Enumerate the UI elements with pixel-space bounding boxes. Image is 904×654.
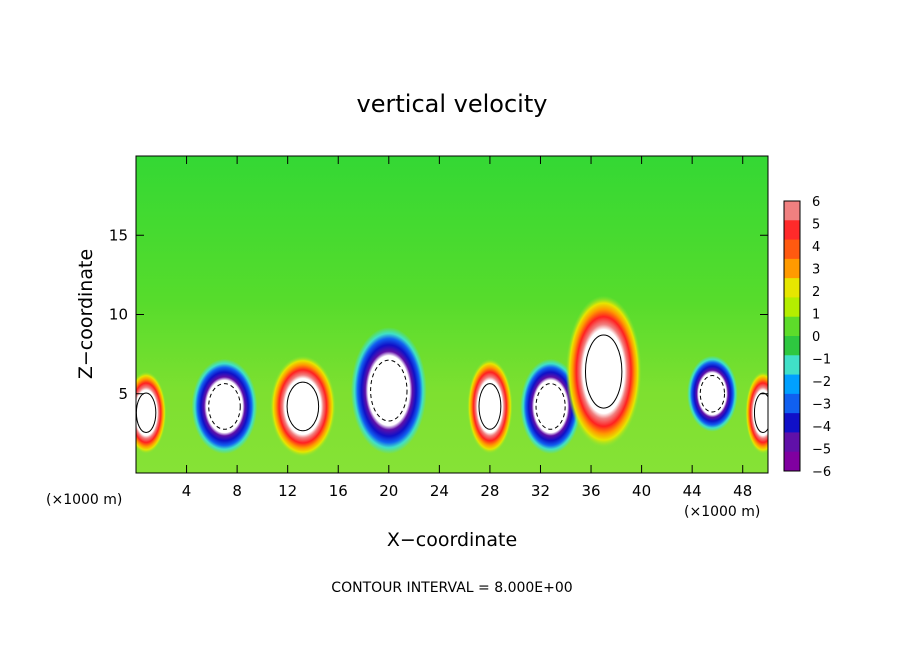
positive-contour: [584, 334, 623, 409]
x-tick-label: 32: [531, 482, 550, 500]
colorbar-swatch: [784, 355, 800, 376]
x-tick-label: 4: [182, 482, 192, 500]
x-unit-left: (×1000 m): [46, 492, 122, 508]
updraft-cell: [269, 355, 336, 458]
colorbar-tick-label: 2: [812, 285, 820, 300]
contour-interval-note: CONTOUR INTERVAL = 8.000E+00: [331, 580, 572, 596]
colorbar-tick-label: 3: [812, 263, 820, 278]
colorbar-tick-label: 4: [812, 240, 820, 255]
downdraft-cell: [687, 355, 738, 432]
y-tick-label: 15: [109, 226, 128, 244]
negative-contour: [370, 359, 408, 422]
colorbar-frame: [783, 200, 801, 472]
x-tick-label: 40: [632, 482, 651, 500]
plot-field: [136, 156, 768, 473]
x-tick-label: 28: [480, 482, 499, 500]
x-tick-label: 48: [733, 482, 752, 500]
colorbar-swatch: [784, 451, 800, 472]
y-axis-label: Z−coordinate: [75, 249, 97, 379]
downdraft-cell: [520, 358, 581, 454]
colorbar-tick-label: 0: [812, 330, 820, 345]
updraft-cell: [467, 358, 513, 454]
negative-contour: [208, 383, 241, 430]
colorbar-tick-label: 6: [812, 195, 820, 210]
colorbar-swatch: [784, 278, 800, 298]
x-tick-label: 16: [329, 482, 348, 500]
colorbar-swatch: [784, 258, 800, 279]
updraft-cell: [565, 295, 642, 448]
colorbar-swatch: [784, 393, 800, 414]
colorbar-tick-label: −3: [812, 398, 831, 413]
x-unit-right: (×1000 m): [684, 504, 760, 520]
x-axis-label: X−coordinate: [387, 529, 517, 551]
colorbar-tick-label: −2: [812, 375, 831, 390]
positive-contour: [478, 383, 502, 430]
colorbar: 6 5 4 3 2 1 0 −1 −2 −3 −4 −5 −6: [783, 195, 831, 480]
updraft-cell: [745, 371, 768, 454]
colorbar-tick-label: −4: [812, 420, 831, 435]
x-tick-label: 44: [683, 482, 702, 500]
x-tick-label: 8: [232, 482, 242, 500]
downdraft-cell: [191, 358, 258, 454]
x-tick-label: 12: [278, 482, 297, 500]
negative-contour: [535, 383, 566, 430]
x-tick-label: 36: [581, 482, 600, 500]
x-tick-label: 24: [430, 482, 449, 500]
colorbar-swatch: [784, 316, 800, 337]
positive-contour: [286, 381, 320, 432]
colorbar-swatch: [784, 432, 800, 453]
colorbar-tick-label: 1: [812, 308, 820, 323]
colorbar-tick-label: −5: [812, 443, 831, 458]
colorbar-tick-label: −6: [812, 465, 831, 480]
y-tick-label: 5: [118, 385, 128, 403]
colorbar-swatch: [784, 336, 800, 356]
y-tick-label: 10: [109, 306, 128, 324]
colorbar-swatch: [784, 201, 800, 221]
colorbar-swatch: [784, 374, 800, 395]
colorbar-swatch: [784, 220, 800, 241]
positive-contour: [753, 392, 768, 434]
colorbar-swatch: [784, 297, 800, 318]
colorbar-tick-label: −1: [812, 353, 831, 368]
colorbar-tick-label: 5: [812, 218, 820, 233]
x-tick-label: 20: [379, 482, 398, 500]
updraft-cell: [136, 371, 167, 454]
colorbar-swatch: [784, 239, 800, 260]
colorbar-swatch: [784, 413, 800, 433]
downdraft-cell: [350, 327, 427, 454]
chart-title: vertical velocity: [357, 90, 548, 118]
negative-contour: [699, 374, 726, 413]
